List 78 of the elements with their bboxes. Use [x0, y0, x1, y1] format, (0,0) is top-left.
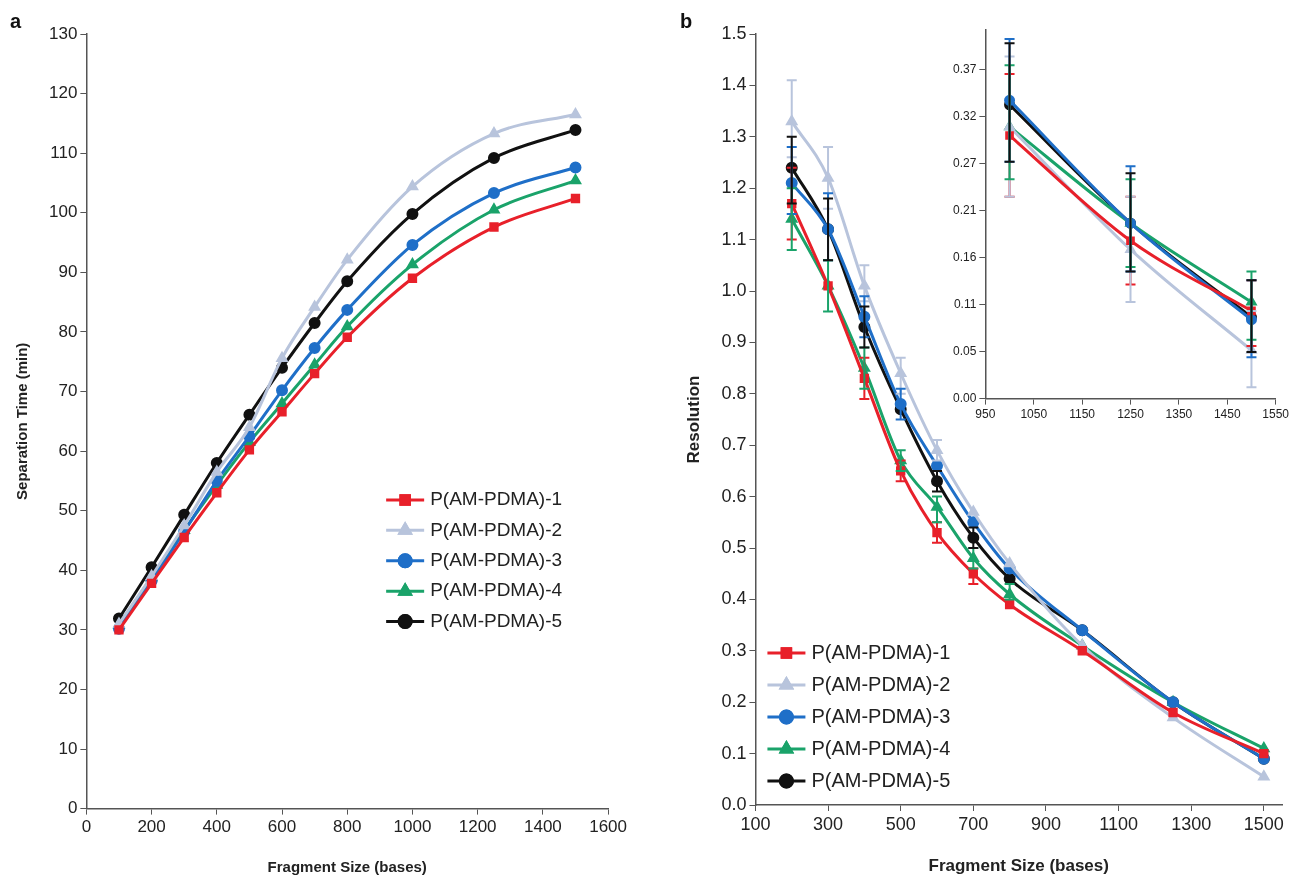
y-tick-label: 0.7: [721, 434, 747, 455]
x-tick-label: 950: [975, 407, 996, 422]
x-tick-label: 100: [740, 813, 771, 834]
y-tick-label: 0.37: [953, 61, 977, 76]
x-axis-title: Fragment Size (bases): [267, 858, 427, 876]
x-tick-label: 1100: [1099, 813, 1138, 834]
x-tick-label: 600: [267, 817, 297, 837]
y-tick-label: 1.5: [721, 22, 747, 43]
legend-label: P(AM-PDMA)-1: [811, 640, 951, 663]
y-tick-label: 0.05: [953, 343, 977, 358]
legend-label: P(AM-PDMA)-5: [811, 768, 951, 791]
legend-label: P(AM-PDMA)-4: [430, 579, 563, 601]
y-tick-label: 0.32: [953, 109, 977, 123]
x-tick-label: 1600: [589, 817, 627, 837]
y-tick-label: 30: [58, 619, 78, 639]
y-tick-label: 0.1: [721, 742, 747, 763]
legend-label: P(AM-PDMA)-3: [430, 548, 563, 570]
x-tick-label: 1200: [458, 817, 497, 837]
y-tick-label: 0.2: [721, 691, 747, 712]
y-tick-label: 110: [50, 142, 78, 162]
x-tick-label: 1350: [1165, 407, 1193, 422]
y-tick-label: 0: [67, 798, 78, 818]
y-tick-label: 20: [58, 679, 78, 699]
y-tick-label: 130: [48, 23, 78, 43]
x-tick-label: 400: [202, 817, 231, 837]
legend-label: P(AM-PDMA)-2: [811, 672, 951, 695]
x-tick-label: 900: [1030, 813, 1061, 834]
x-tick-label: 500: [885, 813, 916, 834]
y-axis-title: Resolution: [683, 375, 703, 464]
y-tick-label: 0.00: [953, 390, 977, 405]
y-tick-label: 80: [58, 321, 78, 341]
x-tick-label: 1400: [523, 817, 562, 837]
x-tick-label: 1050: [1020, 407, 1048, 422]
legend-label: P(AM-PDMA)-1: [430, 488, 563, 510]
x-tick-label: 1300: [1171, 813, 1212, 834]
y-tick-label: 0.0: [721, 793, 747, 814]
x-tick-label: 300: [813, 813, 844, 834]
y-tick-label: 40: [58, 559, 78, 579]
y-tick-label: 0.27: [953, 155, 977, 170]
x-tick-label: 1450: [1213, 407, 1241, 422]
x-axis-title: Fragment Size (bases): [928, 856, 1109, 876]
legend-label: P(AM-PDMA)-4: [811, 736, 951, 759]
y-tick-label: 0.6: [721, 485, 747, 506]
y-tick-label: 0.21: [953, 202, 977, 217]
chart-title: a: [10, 9, 22, 32]
x-tick-label: 1000: [393, 817, 432, 837]
x-tick-label: 1150: [1069, 407, 1096, 422]
chart-title: b: [680, 9, 693, 32]
y-tick-label: 70: [58, 381, 78, 401]
y-tick-label: 1.3: [721, 125, 747, 146]
y-axis-title: Separation Time (min): [13, 342, 31, 500]
x-tick-label: 700: [958, 813, 989, 834]
y-tick-label: 0.11: [953, 296, 977, 311]
legend-label: P(AM-PDMA)-5: [430, 609, 563, 631]
x-tick-label: 800: [333, 817, 362, 837]
y-tick-label: 10: [58, 738, 78, 758]
y-tick-label: 120: [48, 83, 78, 103]
y-tick-label: 100: [48, 202, 78, 222]
y-tick-label: 0.9: [721, 331, 747, 352]
x-tick-label: 200: [137, 817, 166, 837]
y-tick-label: 1.2: [721, 177, 747, 198]
y-tick-label: 1.0: [721, 279, 747, 300]
y-tick-label: 60: [58, 440, 78, 460]
y-tick-label: 0.4: [721, 588, 747, 609]
y-tick-label: 0.5: [721, 536, 747, 557]
x-tick-label: 1500: [1243, 813, 1284, 834]
y-tick-label: 50: [58, 500, 78, 520]
x-tick-label: 0: [81, 817, 92, 837]
y-tick-label: 1.1: [721, 228, 747, 249]
y-tick-label: 0.16: [953, 249, 977, 264]
y-tick-label: 90: [58, 262, 78, 282]
y-tick-label: 0.8: [721, 382, 747, 403]
x-tick-label: 1550: [1262, 407, 1290, 422]
legend-label: P(AM-PDMA)-2: [430, 518, 563, 540]
x-tick-label: 1250: [1117, 407, 1145, 422]
y-tick-label: 1.4: [721, 74, 747, 95]
legend-label: P(AM-PDMA)-3: [811, 704, 951, 727]
y-tick-label: 0.3: [721, 639, 747, 660]
